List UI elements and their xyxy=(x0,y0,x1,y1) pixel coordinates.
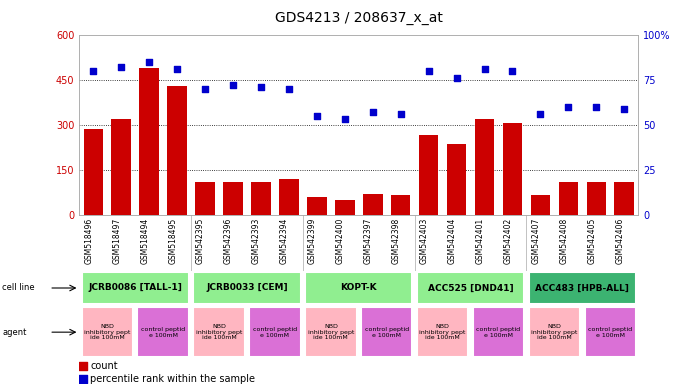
Bar xyxy=(473,308,524,357)
Text: GSM542400: GSM542400 xyxy=(336,218,345,264)
Text: control peptid
e 100mM: control peptid e 100mM xyxy=(253,327,297,338)
Point xyxy=(591,104,602,110)
Bar xyxy=(251,182,270,215)
Text: GSM518494: GSM518494 xyxy=(140,218,149,264)
Point xyxy=(451,75,462,81)
Bar xyxy=(305,308,357,357)
Bar xyxy=(307,197,326,215)
Text: NBD
inhibitory pept
ide 100mM: NBD inhibitory pept ide 100mM xyxy=(420,324,466,341)
Point xyxy=(507,68,518,74)
Point xyxy=(311,113,322,119)
Bar xyxy=(615,182,634,215)
Text: NBD
inhibitory pept
ide 100mM: NBD inhibitory pept ide 100mM xyxy=(308,324,354,341)
Bar xyxy=(361,308,413,357)
Point xyxy=(339,116,351,122)
Text: GSM518497: GSM518497 xyxy=(112,218,121,264)
Text: ACC483 [HPB-ALL]: ACC483 [HPB-ALL] xyxy=(535,283,629,293)
Text: count: count xyxy=(90,361,118,371)
Bar xyxy=(363,194,382,215)
Point xyxy=(261,319,272,325)
Point xyxy=(563,104,574,110)
Bar xyxy=(503,123,522,215)
Point xyxy=(284,86,295,92)
Bar xyxy=(417,272,524,304)
Text: control peptid
e 100mM: control peptid e 100mM xyxy=(365,327,408,338)
Text: GSM542397: GSM542397 xyxy=(364,218,373,264)
Bar xyxy=(139,68,159,215)
Text: NBD
inhibitory pept
ide 100mM: NBD inhibitory pept ide 100mM xyxy=(196,324,242,341)
Bar xyxy=(112,119,131,215)
Bar xyxy=(584,308,636,357)
Bar xyxy=(279,179,299,215)
Point xyxy=(199,86,210,92)
Bar xyxy=(335,200,355,215)
Text: GSM542401: GSM542401 xyxy=(475,218,484,264)
Text: GSM542395: GSM542395 xyxy=(196,218,205,264)
Text: GSM542405: GSM542405 xyxy=(587,218,596,264)
Bar xyxy=(417,308,469,357)
Bar xyxy=(586,182,606,215)
Point xyxy=(479,66,490,72)
Bar xyxy=(81,308,133,357)
Text: control peptid
e 100mM: control peptid e 100mM xyxy=(141,327,185,338)
Text: GSM518496: GSM518496 xyxy=(84,218,93,264)
Point xyxy=(88,68,99,74)
Text: control peptid
e 100mM: control peptid e 100mM xyxy=(477,327,520,338)
Text: GSM542407: GSM542407 xyxy=(531,218,540,264)
Text: GDS4213 / 208637_x_at: GDS4213 / 208637_x_at xyxy=(275,11,443,25)
Bar xyxy=(305,272,413,304)
Point xyxy=(228,82,239,88)
Text: GSM542403: GSM542403 xyxy=(420,218,428,264)
Text: GSM542408: GSM542408 xyxy=(560,218,569,264)
Text: NBD
inhibitory pept
ide 100mM: NBD inhibitory pept ide 100mM xyxy=(84,324,130,341)
Point xyxy=(116,64,127,70)
Bar xyxy=(529,272,636,304)
Text: GSM542393: GSM542393 xyxy=(252,218,261,264)
Text: GSM542396: GSM542396 xyxy=(224,218,233,264)
Bar xyxy=(168,86,187,215)
Text: JCRB0033 [CEM]: JCRB0033 [CEM] xyxy=(206,283,288,293)
Point xyxy=(261,205,272,211)
Text: NBD
inhibitory pept
ide 100mM: NBD inhibitory pept ide 100mM xyxy=(531,324,578,341)
Bar xyxy=(83,129,103,215)
Bar xyxy=(559,182,578,215)
Text: GSM542394: GSM542394 xyxy=(280,218,289,264)
Bar xyxy=(193,308,245,357)
Bar xyxy=(224,182,243,215)
Text: GSM518495: GSM518495 xyxy=(168,218,177,264)
Bar xyxy=(391,195,411,215)
Text: GSM542398: GSM542398 xyxy=(392,218,401,264)
Text: control peptid
e 100mM: control peptid e 100mM xyxy=(589,327,632,338)
Bar xyxy=(249,308,301,357)
Text: GSM542406: GSM542406 xyxy=(615,218,624,264)
Text: ACC525 [DND41]: ACC525 [DND41] xyxy=(428,283,513,293)
Bar xyxy=(475,119,494,215)
Bar xyxy=(447,144,466,215)
Bar xyxy=(531,195,550,215)
Text: KOPT-K: KOPT-K xyxy=(340,283,377,293)
Bar xyxy=(193,272,301,304)
Text: cell line: cell line xyxy=(2,283,34,293)
Point xyxy=(367,109,378,115)
Text: GSM542399: GSM542399 xyxy=(308,218,317,264)
Bar xyxy=(195,182,215,215)
Text: GSM542402: GSM542402 xyxy=(504,218,513,264)
Bar xyxy=(137,308,189,357)
Bar xyxy=(419,135,438,215)
Point xyxy=(395,111,406,117)
Text: percentile rank within the sample: percentile rank within the sample xyxy=(90,374,255,384)
Text: GSM542404: GSM542404 xyxy=(448,218,457,264)
Point xyxy=(144,59,155,65)
Text: JCRB0086 [TALL-1]: JCRB0086 [TALL-1] xyxy=(88,283,182,293)
Bar xyxy=(81,272,189,304)
Bar xyxy=(529,308,580,357)
Point xyxy=(535,111,546,117)
Point xyxy=(423,68,434,74)
Point xyxy=(172,66,183,72)
Text: agent: agent xyxy=(2,328,26,337)
Point xyxy=(255,84,266,90)
Point xyxy=(619,106,630,112)
